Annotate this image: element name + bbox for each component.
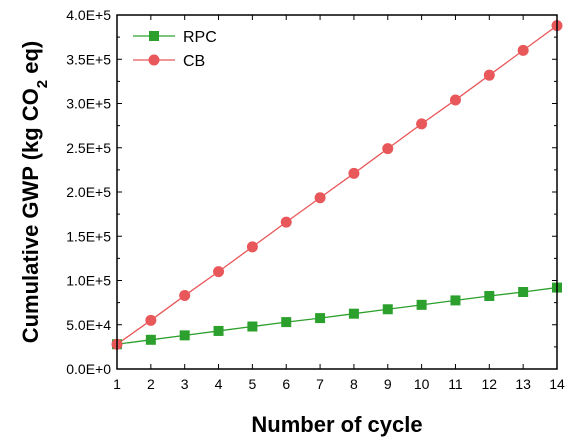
x-tick-label: 1 [113,376,121,392]
legend-label-rpc: RPC [183,29,217,46]
x-tick-label: 14 [549,376,565,392]
data-point-cb [145,314,157,326]
data-point-rpc [348,308,359,319]
plot-frame [116,14,558,370]
x-tick-label: 4 [215,376,223,392]
series-line-cb [116,25,558,345]
x-tick-label: 9 [384,376,392,392]
x-tick-label: 13 [515,376,531,392]
series-line-rpc [116,286,558,345]
x-axis-title: Number of cycle [251,412,422,437]
legend-marker-rpc [149,31,159,41]
data-point-rpc [281,317,292,328]
data-point-cb [517,44,529,56]
y-axis-title-end: eq) [18,41,43,80]
x-tick-label: 12 [482,376,498,392]
x-tick-label: 3 [181,376,189,392]
data-point-rpc [213,325,224,336]
data-point-cb [382,143,394,155]
data-point-cb [416,118,428,130]
data-point-rpc [416,299,427,310]
legend-label-cb: CB [183,53,205,70]
data-point-rpc [450,295,461,306]
y-tick-label: 3.5E+5 [66,51,111,67]
data-point-rpc [247,321,258,332]
y-tick-label: 2.5E+5 [66,140,111,156]
y-tick-label: 2.0E+5 [66,184,111,200]
legend-marker-cb [148,54,160,66]
data-point-rpc [382,304,393,315]
data-point-cb [179,290,191,302]
legend: RPC CB [133,29,217,70]
data-point-cb [280,216,292,228]
x-tick-labels: 1 2 3 4 5 6 7 8 9 10 11 12 13 14 [113,376,565,392]
data-point-cb [348,167,360,179]
data-point-cb [483,69,495,81]
y-tick-label: 5.0E+4 [66,317,111,333]
x-tick-label: 7 [316,376,324,392]
data-point-rpc [518,287,529,298]
y-tick-label: 1.0E+5 [66,273,111,289]
y-tick-label: 1.5E+5 [66,228,111,244]
x-tick-label: 8 [350,376,358,392]
data-point-rpc [179,330,190,341]
data-point-cb [213,266,225,278]
y-tick-labels: 0.0E+0 5.0E+4 1.0E+5 1.5E+5 2.0E+5 2.5E+5 3.0E… [66,7,111,377]
data-point-rpc [145,334,156,345]
x-tick-label: 10 [414,376,430,392]
y-tick-label: 0.0E+0 [66,361,111,377]
data-point-cb [246,241,258,253]
x-tick-label: 2 [147,376,155,392]
y-axis-title: Cumulative GWP (kg CO2 eq) [18,41,51,344]
series-lines [116,25,558,345]
data-point-cb [449,94,461,106]
y-axis-title-subscript: 2 [34,80,51,88]
data-point-rpc [315,313,326,324]
data-point-rpc [484,290,495,301]
y-tick-label: 4.0E+5 [66,7,111,23]
x-tick-label: 6 [282,376,290,392]
y-tick-label: 3.0E+5 [66,96,111,112]
x-tick-label: 5 [248,376,256,392]
y-axis-title-main: Cumulative GWP (kg CO [18,88,43,343]
x-tick-label: 11 [448,376,463,392]
data-point-cb [314,192,326,204]
